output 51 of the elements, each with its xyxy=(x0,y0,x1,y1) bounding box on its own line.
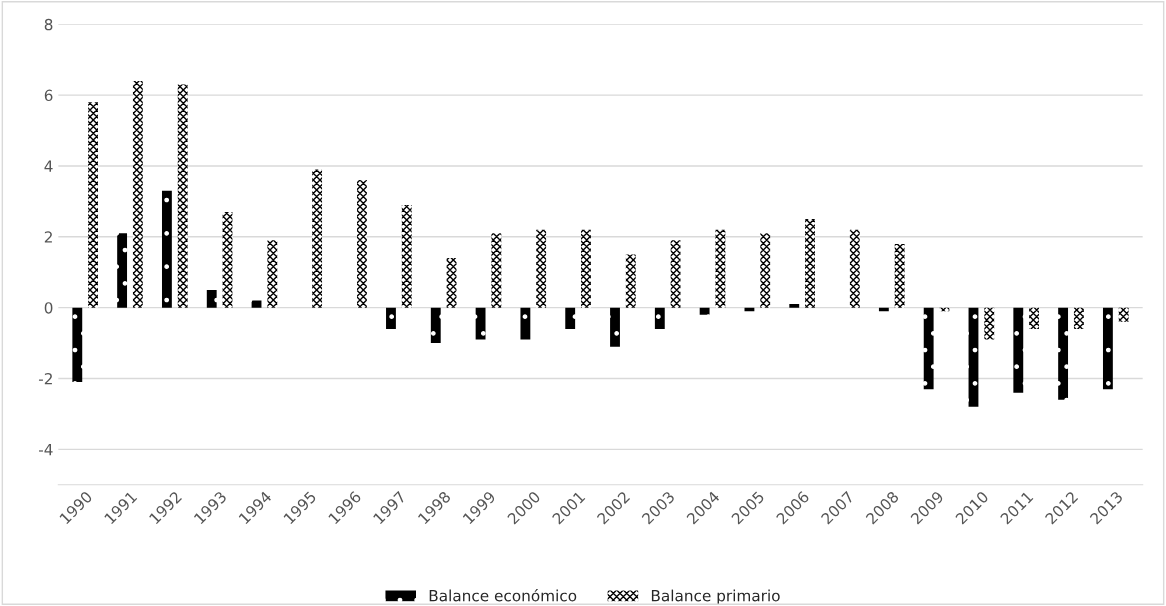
bar xyxy=(132,80,143,308)
bar xyxy=(251,300,262,308)
bar xyxy=(1102,307,1113,390)
y-tick-label: 8 xyxy=(44,18,53,31)
y-tick-label: -2 xyxy=(38,372,52,385)
bar xyxy=(88,102,98,308)
bar xyxy=(625,254,636,308)
bar xyxy=(206,289,217,308)
bar xyxy=(894,243,905,308)
bar xyxy=(654,307,665,329)
bar xyxy=(1013,307,1024,393)
bar xyxy=(923,307,934,390)
bar xyxy=(357,180,367,308)
y-tick-label: 2 xyxy=(44,231,52,243)
y-tick-label: 6 xyxy=(44,89,53,102)
bar xyxy=(1073,307,1084,329)
bar xyxy=(670,240,681,308)
bar xyxy=(699,307,710,315)
bar xyxy=(849,229,860,308)
bar xyxy=(446,258,457,308)
bar xyxy=(1029,307,1039,329)
legend-label: Balance económico xyxy=(429,588,577,602)
bar xyxy=(581,229,591,308)
bar xyxy=(72,307,83,383)
bar xyxy=(610,307,620,347)
bar xyxy=(1118,307,1129,322)
bar xyxy=(760,233,771,308)
y-tick-label: -4 xyxy=(38,444,53,456)
bar xyxy=(430,307,441,344)
bar xyxy=(789,304,800,308)
bar xyxy=(267,240,278,308)
bar xyxy=(475,307,486,340)
bar xyxy=(312,169,323,308)
bar xyxy=(715,229,726,308)
bar xyxy=(386,307,396,329)
bar xyxy=(565,307,576,329)
bar xyxy=(984,307,995,340)
y-tick-label: 0 xyxy=(44,302,53,314)
bar xyxy=(520,307,531,340)
bar xyxy=(161,190,172,308)
bar xyxy=(222,212,233,308)
bar xyxy=(968,307,979,407)
bar xyxy=(805,219,815,308)
y-tick-label: 4 xyxy=(44,160,53,172)
bar xyxy=(536,229,547,308)
bar xyxy=(1058,307,1069,400)
bar xyxy=(491,233,502,308)
bar xyxy=(401,204,412,308)
bar xyxy=(177,84,188,308)
bar xyxy=(117,233,128,308)
legend-label: Balance primario xyxy=(651,589,780,605)
